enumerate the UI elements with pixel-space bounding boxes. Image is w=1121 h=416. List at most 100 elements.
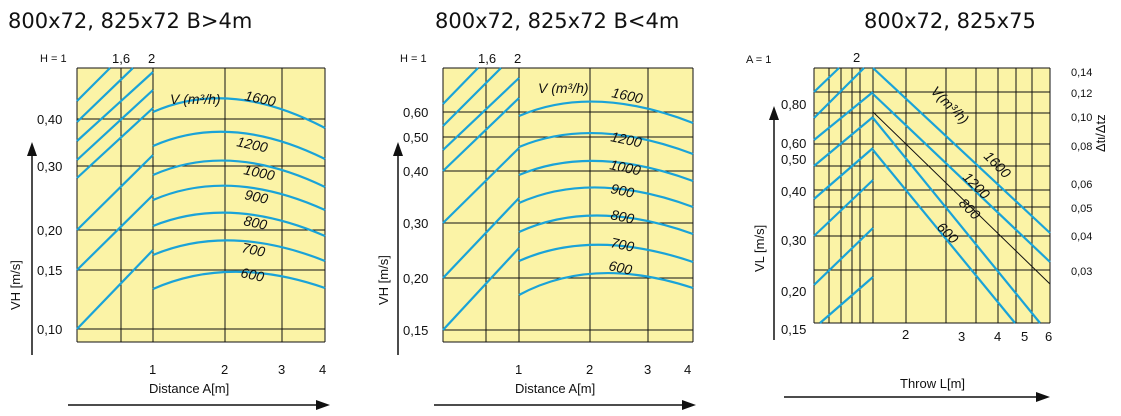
chart-3-y2tick-6: 0,10 [1071, 112, 1092, 124]
chart-3-y2tick-2: 0,04 [1071, 231, 1092, 243]
series-600-curve [518, 272, 694, 296]
chart-1-plot-area [77, 68, 325, 342]
chart-2-svg: 800x72, 825x72 B<4m V (m³/h) [376, 9, 696, 410]
chart-3-rising-lines [813, 67, 874, 324]
chart-2-label-900: 900 [609, 180, 635, 201]
chart-2-top-label: H = 1 [400, 53, 427, 65]
chart-2-xtick-4: 4 [684, 362, 691, 377]
chart-1-ytick-4: 0,30 [37, 159, 62, 174]
chart-3-grid [813, 67, 1051, 324]
chart-3-top-label: A = 1 [746, 54, 771, 66]
chart-2-xtick-1: 1 [515, 362, 522, 377]
chart-1-ytick-2: 0,15 [37, 263, 62, 278]
chart-panel-3: 800x72, 825x75 [740, 0, 1121, 416]
chart-1-xtick-2: 2 [221, 362, 228, 377]
chart-2-y-arrow [393, 142, 403, 355]
chart-1-xtick-3: 3 [278, 362, 285, 377]
chart-2-label-700: 700 [609, 234, 635, 255]
series-1000-curve [152, 159, 326, 188]
chart-3-y2tick-7: 0,12 [1071, 88, 1092, 100]
chart-1-label-900: 900 [243, 186, 269, 207]
chart-3-ytick-1: 0,15 [781, 322, 806, 337]
chart-3-y2label: Δtι/Δtz [1093, 114, 1108, 152]
chart-1-xtick-1: 1 [149, 362, 156, 377]
chart-panel-1: 800x72, 825x72 B>4m V (m³/h) [0, 0, 360, 416]
chart-1-y-arrow [27, 142, 37, 355]
chart-2-label-1600: 1600 [610, 84, 644, 106]
chart-2-ytick-4: 0,40 [403, 164, 428, 179]
chart-1-grid [76, 67, 326, 343]
chart-3-plot-area [814, 68, 1050, 323]
chart-3-y2tick-4: 0,06 [1071, 179, 1092, 191]
series-1200-curve [152, 130, 326, 160]
chart-3-ytick-4: 0,40 [781, 184, 806, 199]
chart-3-ytick-6: 0,60 [781, 136, 806, 151]
chart-1-curve-labels: V (m³/h) 1600 1200 1000 900 800 700 600 [170, 87, 277, 285]
series-600-line [872, 149, 1016, 324]
chart-3-xtick-5: 6 [1045, 329, 1052, 344]
chart-2-ytick-2: 0,20 [403, 271, 428, 286]
chart-2-ylabel: VH [m/s] [376, 255, 391, 305]
chart-2-xtick-3: 3 [644, 362, 651, 377]
chart-1-ytick-1: 0,10 [37, 322, 62, 337]
chart-3-top-tick-1: 2 [853, 50, 860, 65]
chart-1-label-700: 700 [240, 239, 266, 260]
chart-2-xlabel: Distance A[m] [515, 381, 595, 396]
series-700-curve [152, 239, 326, 263]
chart-1-label-600: 600 [239, 264, 265, 285]
chart-2-ytick-1: 0,15 [403, 323, 428, 338]
chart-2-top-tick-1: 1,6 [478, 51, 496, 66]
chart-3-ytick-5: 0,50 [781, 152, 806, 167]
chart-3-xtick-3: 4 [994, 329, 1001, 344]
chart-3-xtick-4: 5 [1021, 329, 1028, 344]
chart-1-xlabel: Distance A[m] [149, 381, 229, 396]
chart-2-label-600: 600 [607, 257, 633, 278]
chart-2-diagonal-lines [442, 67, 520, 331]
chart-3-y2tick-3: 0,05 [1071, 203, 1092, 215]
chart-1-label-1600: 1600 [243, 87, 277, 109]
chart-3-x-arrow [784, 392, 1050, 402]
series-1600-curve [152, 97, 326, 129]
chart-2-top-tick-2: 2 [514, 51, 521, 66]
chart-2-ytick-5: 0,50 [403, 130, 428, 145]
chart-3-svg: 800x72, 825x75 [746, 9, 1108, 402]
chart-2-plot-area [443, 68, 693, 342]
chart-2-title: 800x72, 825x72 B<4m [435, 9, 679, 33]
series-1600-line [872, 67, 1051, 234]
series-700-curve [518, 243, 694, 264]
chart-3-ylabel: VL [m/s] [752, 225, 767, 272]
chart-1-label-1200: 1200 [235, 133, 269, 155]
chart-1-svg: 800x72, 825x72 B>4m V (m³/h) [8, 9, 330, 410]
chart-1-label-1000: 1000 [242, 161, 276, 183]
chart-2-x-arrow [434, 400, 696, 410]
chart-3-xtick-1: 2 [902, 327, 909, 342]
chart-1-flow-curves [152, 97, 326, 291]
chart-1-top-tick-2: 2 [148, 51, 155, 66]
chart-1-label-800: 800 [242, 212, 268, 233]
series-1200-curve [518, 132, 694, 156]
series-1000-curve [518, 159, 694, 183]
series-600-curve [152, 270, 326, 291]
chart-1-x-arrow [68, 400, 330, 410]
chart-1-xtick-4: 4 [319, 362, 326, 377]
series-900-curve [152, 184, 326, 212]
chart-1-flow-label: V (m³/h) [170, 91, 221, 107]
series-800-curve [152, 211, 326, 238]
chart-1-top-label: H = 1 [40, 53, 67, 65]
chart-3-ytick-3: 0,30 [781, 233, 806, 248]
chart-3-xtick-2: 3 [958, 329, 965, 344]
chart-1-top-tick-1: 1,6 [112, 51, 130, 66]
chart-1-ytick-5: 0,40 [37, 112, 62, 127]
series-1600-curve [518, 100, 694, 125]
chart-2-label-1200: 1200 [609, 128, 643, 150]
series-800-line [872, 117, 1041, 324]
chart-1-diagonal-lines [76, 67, 154, 330]
series-900-curve [518, 186, 694, 209]
chart-2-ytick-3: 0,30 [403, 216, 428, 231]
chart-3-xlabel: Throw L[m] [900, 376, 965, 391]
chart-panel-2: 800x72, 825x72 B<4m V (m³/h) [368, 0, 720, 416]
chart-2-flow-curves [518, 100, 694, 296]
chart-2-label-800: 800 [609, 206, 635, 227]
chart-3-title: 800x72, 825x75 [864, 9, 1036, 33]
chart-2-xtick-2: 2 [586, 362, 593, 377]
